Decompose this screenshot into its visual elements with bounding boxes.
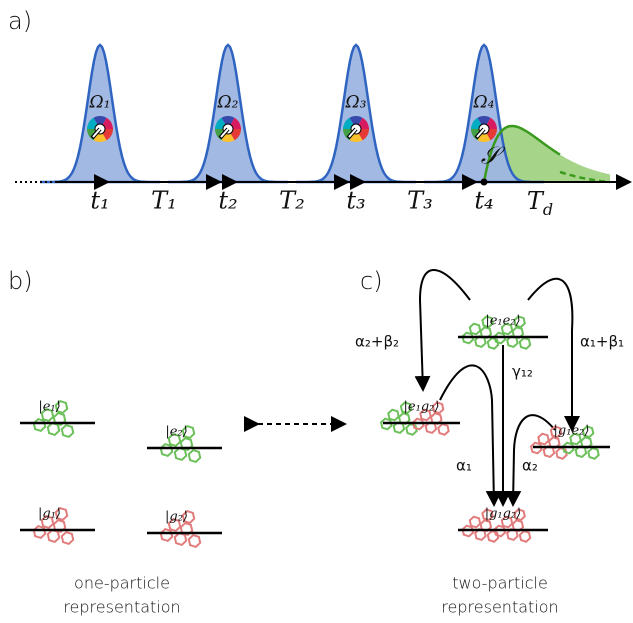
time-label: t₃ (346, 187, 365, 215)
molecule-ring (62, 532, 73, 544)
time-dot (225, 179, 232, 186)
rate: α₁ (456, 457, 472, 475)
rate: α₂ (522, 457, 538, 475)
molecule-ring (488, 531, 498, 542)
time-dot (481, 179, 488, 186)
time-label: t₄ (474, 187, 493, 215)
state-label: |e₁e₂⟩ (485, 314, 520, 329)
caption: representation (441, 598, 558, 617)
state-label: |e₁g₂⟩ (404, 400, 440, 415)
molecule-ring (520, 531, 530, 542)
rate: α₁+β₁ (580, 333, 624, 351)
time-dot (353, 179, 360, 186)
molecule-ring (470, 324, 480, 335)
molecule-ring (588, 448, 598, 459)
time-label: t₁ (90, 187, 109, 215)
interval-label: T₃ (407, 187, 433, 215)
state-label: |e₁⟩ (38, 400, 60, 415)
figure: a) b) c) 𝒮 Td one-particle representatio… (0, 0, 633, 623)
panel-label: c) (360, 267, 383, 295)
pulse (296, 45, 416, 182)
molecule-ring (34, 419, 45, 431)
molecule-ring (189, 535, 200, 547)
molecule-ring (161, 444, 172, 456)
pulse (168, 45, 288, 182)
time-dot (97, 179, 104, 186)
molecule-ring (175, 448, 186, 460)
molecule-ring (488, 338, 498, 349)
caption: two-particle (452, 574, 548, 593)
arrow (420, 270, 470, 390)
state-label: |g₂⟩ (165, 510, 188, 525)
rabi-label: Ω₂ (217, 93, 239, 113)
molecule-ring (388, 410, 398, 421)
interval-label: T₂ (279, 187, 305, 215)
molecule-ring (48, 530, 59, 542)
molecule-ring (556, 448, 566, 459)
molecule-ring (34, 526, 45, 538)
panel-label: a) (8, 7, 32, 35)
state-label: |g₁⟩ (38, 507, 61, 522)
rate: γ₁₂ (512, 363, 533, 381)
molecule-ring (48, 423, 59, 435)
rate: α₂+β₂ (355, 333, 399, 351)
molecule-ring (438, 424, 448, 435)
pulse (40, 45, 160, 182)
state-label: |e₂⟩ (165, 425, 187, 440)
detection-time: Td (527, 187, 553, 219)
time-label: t₂ (218, 187, 237, 215)
transitions (420, 270, 572, 505)
rabi-label: Ω₄ (473, 93, 495, 113)
molecule-ring (62, 425, 73, 437)
detection-sub: d (543, 200, 553, 219)
state-label: |g₁e₂⟩ (554, 424, 590, 439)
caption: one-particle (74, 574, 170, 593)
molecule-ring (406, 424, 416, 435)
panel-label: b) (8, 267, 33, 295)
molecule-ring (175, 533, 186, 545)
molecule-ring (189, 450, 200, 462)
rabi-label: Ω₁ (89, 93, 111, 113)
arrow (440, 365, 494, 505)
molecule-ring (470, 517, 480, 528)
rabi-label: Ω₃ (345, 93, 367, 113)
molecule-ring (538, 434, 548, 445)
arrow (528, 279, 572, 430)
caption: representation (63, 598, 180, 617)
molecule-ring (161, 529, 172, 541)
interval-label: T₁ (151, 187, 177, 215)
molecule-ring (520, 338, 530, 349)
state-label: |g₁g₂⟩ (485, 507, 522, 522)
